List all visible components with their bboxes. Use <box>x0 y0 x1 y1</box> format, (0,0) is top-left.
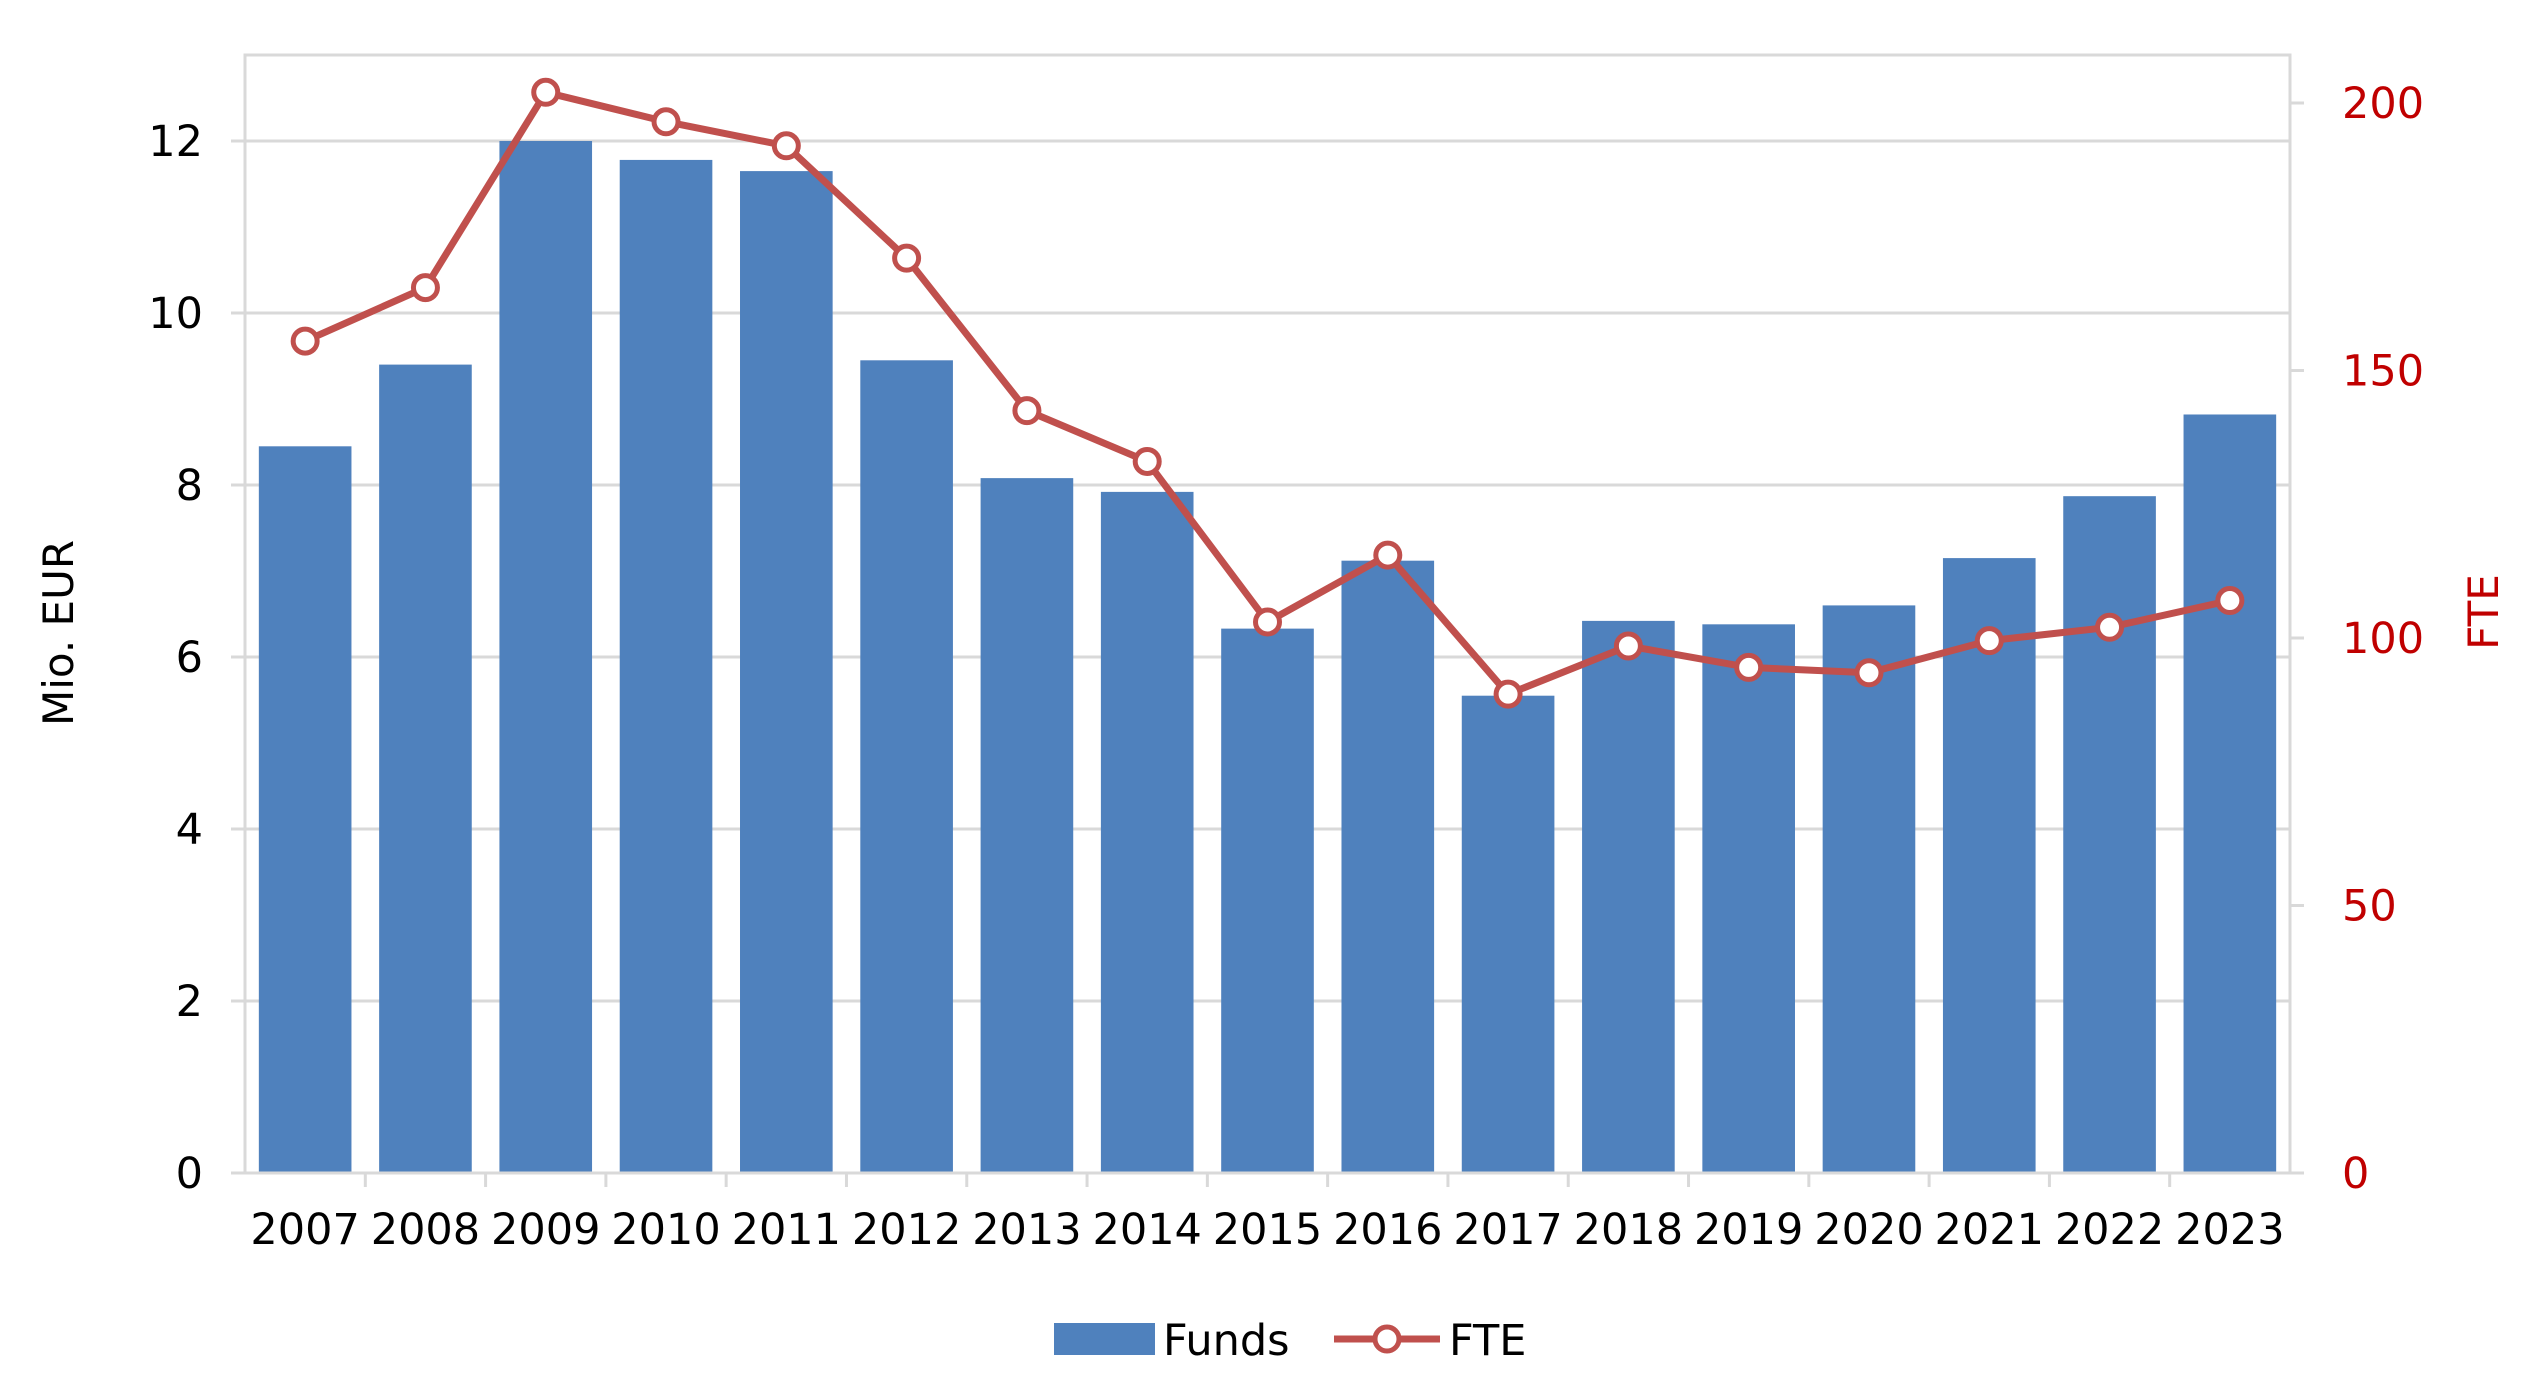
right-tick-label: 200 <box>2342 79 2424 129</box>
funds-bar-2019 <box>1702 624 1795 1173</box>
left-axis-label: Mio. EUR <box>34 540 83 726</box>
right-tick-label: 100 <box>2342 614 2424 664</box>
fte-point-2014 <box>1132 446 1162 476</box>
fte-point-2012 <box>892 243 922 273</box>
left-tick-label: 10 <box>148 289 203 339</box>
funds-bar-2023 <box>2183 414 2277 1174</box>
funds-bar-2010 <box>619 159 713 1174</box>
fte-point-2018 <box>1613 631 1643 661</box>
funds-bar-2022 <box>2063 496 2156 1173</box>
funds-bar-2007 <box>258 446 352 1173</box>
x-tick-label-2015: 2015 <box>1213 1205 1322 1255</box>
right-tick-label: 0 <box>2342 1149 2369 1199</box>
x-tick-label-2023: 2023 <box>2175 1205 2284 1255</box>
funds-bar-2021 <box>1942 558 2036 1173</box>
fte-point-2007 <box>290 326 320 356</box>
legend-fte-label: FTE <box>1449 1316 1526 1366</box>
legend-funds-swatch <box>1054 1323 1155 1355</box>
funds-bar-2009 <box>499 141 593 1173</box>
x-tick-label-2013: 2013 <box>972 1205 1081 1255</box>
fte-point-2011 <box>771 131 801 161</box>
funds-bar-2020 <box>1822 605 1916 1173</box>
right-y-axis: 0 50 100 150 200 <box>2290 79 2424 1199</box>
right-axis-label: FTE <box>2459 574 2508 650</box>
x-tick-label-2011: 2011 <box>732 1205 841 1255</box>
left-tick-label: 8 <box>176 461 203 511</box>
left-tick-label: 4 <box>176 805 203 855</box>
fte-point-2020 <box>1854 658 1884 688</box>
fte-point-2023 <box>2215 586 2245 616</box>
fte-point-2022 <box>2095 612 2125 642</box>
left-tick-label: 0 <box>176 1149 203 1199</box>
x-tick-label-2017: 2017 <box>1453 1205 1562 1255</box>
x-tick-label-2007: 2007 <box>250 1205 359 1255</box>
fte-line-layer <box>290 77 2245 709</box>
x-tick-label-2010: 2010 <box>611 1205 720 1255</box>
left-tick-label: 12 <box>148 117 203 167</box>
x-axis: 2007 2008 2009 2010 2011 2012 2013 2014 2015 2016… <box>245 1171 2290 1255</box>
fte-point-2013 <box>1012 396 1042 426</box>
x-tick-label-2018: 2018 <box>1574 1205 1683 1255</box>
x-tick-label-2008: 2008 <box>371 1205 480 1255</box>
funds-bar-2017 <box>1461 695 1555 1173</box>
x-tick-label-2019: 2019 <box>1694 1205 1803 1255</box>
x-tick-label-2009: 2009 <box>491 1205 600 1255</box>
fte-point-2021 <box>1974 626 2004 656</box>
funds-bar-2008 <box>379 364 472 1174</box>
funds-bar-2015 <box>1221 628 1314 1173</box>
x-tick-label-2014: 2014 <box>1092 1205 1201 1255</box>
x-tick-label-2012: 2012 <box>852 1205 961 1255</box>
funds-bars <box>258 141 2277 1174</box>
left-tick-label: 6 <box>176 633 203 683</box>
fte-point-2015 <box>1253 607 1282 637</box>
fte-point-2010 <box>651 107 681 137</box>
right-tick-label: 50 <box>2342 882 2397 932</box>
funds-bar-2018 <box>1582 620 1675 1173</box>
funds-bar-2012 <box>860 360 953 1173</box>
x-tick-label-2020: 2020 <box>1814 1205 1923 1255</box>
funds-bar-2016 <box>1341 560 1435 1173</box>
fte-point-2019 <box>1734 652 1764 682</box>
legend-fte-marker <box>1372 1324 1402 1354</box>
left-tick-label: 2 <box>176 977 203 1027</box>
funds-bar-2014 <box>1100 491 1194 1173</box>
left-y-axis: 0 2 4 6 8 10 12 <box>148 117 245 1199</box>
x-tick-label-2022: 2022 <box>2055 1205 2164 1255</box>
legend: Funds FTE <box>1054 1316 1526 1366</box>
fte-point-2008 <box>410 273 440 303</box>
funds-bar-2011 <box>740 171 833 1174</box>
right-tick-label: 150 <box>2342 347 2424 397</box>
legend-funds-label: Funds <box>1163 1316 1290 1366</box>
fte-point-2009 <box>531 77 561 107</box>
fte-point-2017 <box>1493 679 1523 709</box>
x-tick-label-2021: 2021 <box>1935 1205 2044 1255</box>
funds-bar-2013 <box>980 478 1074 1173</box>
x-tick-label-2016: 2016 <box>1333 1205 1442 1255</box>
fte-point-2016 <box>1373 540 1403 570</box>
